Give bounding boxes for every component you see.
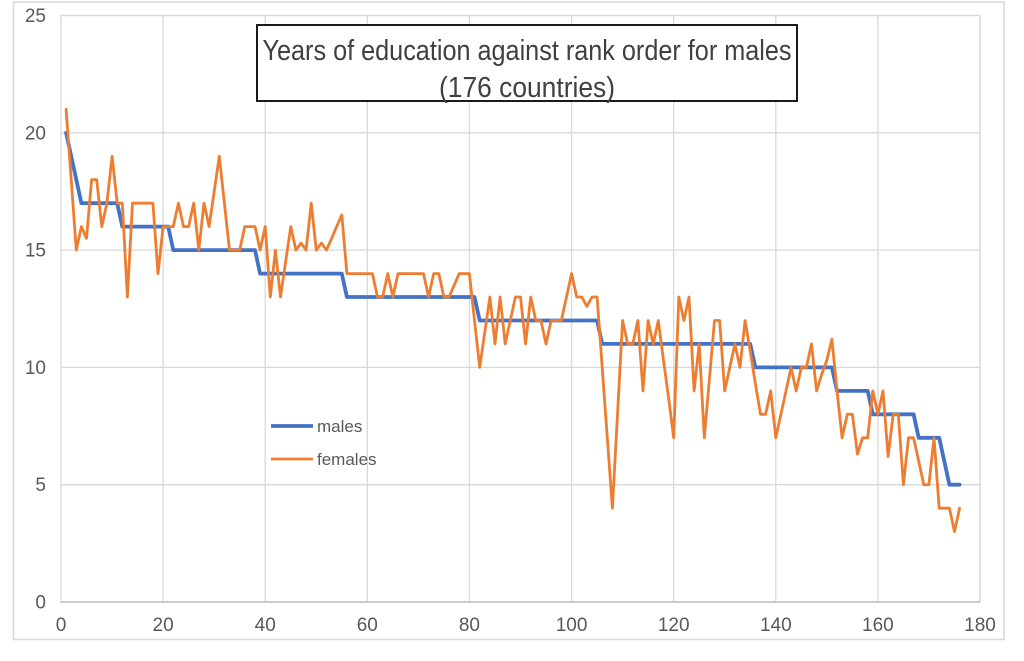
svg-text:(176 countries): (176 countries) <box>439 72 615 104</box>
svg-text:160: 160 <box>862 615 894 636</box>
svg-text:10: 10 <box>25 358 46 379</box>
svg-text:140: 140 <box>760 615 792 636</box>
svg-text:20: 20 <box>153 615 174 636</box>
svg-text:100: 100 <box>556 615 588 636</box>
svg-text:25: 25 <box>25 6 46 27</box>
svg-text:20: 20 <box>25 123 46 144</box>
svg-text:0: 0 <box>56 615 67 636</box>
svg-text:80: 80 <box>459 615 480 636</box>
svg-text:15: 15 <box>25 241 46 262</box>
svg-text:Years of education against ran: Years of education against rank order fo… <box>263 35 792 67</box>
svg-text:females: females <box>317 450 377 469</box>
svg-text:5: 5 <box>35 475 46 496</box>
svg-text:0: 0 <box>35 593 46 614</box>
svg-text:60: 60 <box>357 615 378 636</box>
svg-text:males: males <box>317 417 362 436</box>
svg-text:40: 40 <box>255 615 276 636</box>
svg-text:180: 180 <box>964 615 996 636</box>
svg-text:120: 120 <box>658 615 690 636</box>
